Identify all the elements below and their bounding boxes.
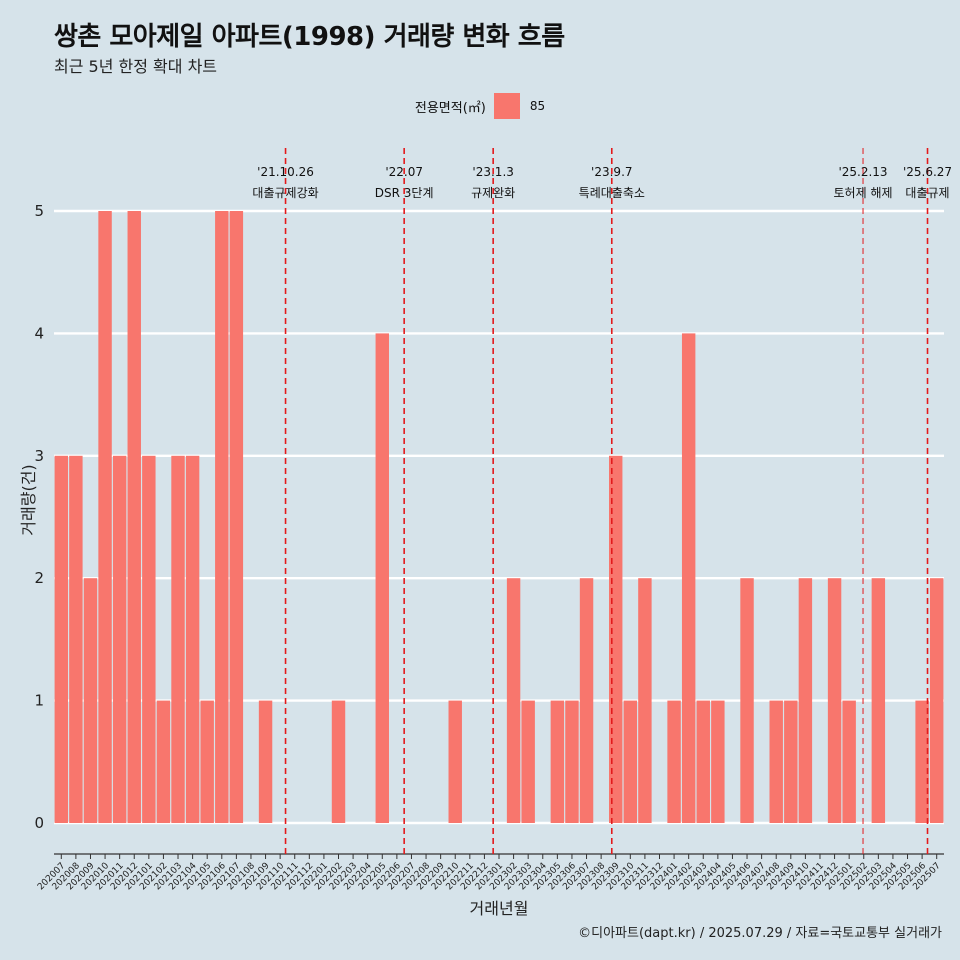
- y-tick-label: 2: [34, 569, 44, 587]
- bar: [521, 700, 535, 823]
- y-tick-label: 3: [34, 447, 44, 465]
- annotation-label: 토허제 해제: [834, 186, 893, 200]
- bar: [681, 333, 696, 823]
- bar: [696, 700, 710, 823]
- chart-title: 쌍촌 모아제일 아파트(1998) 거래량 변화 흐름: [54, 22, 565, 52]
- bar: [798, 578, 813, 823]
- bar: [550, 700, 565, 823]
- annotation-label: 특례대출축소: [579, 186, 645, 200]
- y-tick-label: 4: [34, 324, 44, 342]
- bar: [258, 700, 273, 823]
- bar: [915, 700, 929, 823]
- annotation-date: '23.9.7: [591, 165, 632, 179]
- y-tick-label: 5: [34, 202, 44, 220]
- bar: [112, 455, 127, 823]
- chart-subtitle: 최근 5년 한정 확대 차트: [54, 57, 218, 76]
- bar: [448, 700, 462, 823]
- bar: [871, 578, 886, 823]
- bar: [156, 700, 171, 823]
- annotation-date: '22.07: [385, 165, 423, 179]
- bar: [740, 578, 754, 823]
- annotation-date: '21.10.26: [257, 165, 314, 179]
- annotation-label: 규제완화: [471, 186, 515, 200]
- bar: [565, 700, 579, 823]
- y-tick-label: 1: [34, 692, 44, 710]
- bar: [142, 455, 156, 823]
- annotation-date: '25.2.13: [838, 165, 887, 179]
- legend-swatch: [493, 93, 520, 119]
- bar: [185, 455, 200, 823]
- legend: 전용면적(㎡) 85: [0, 93, 960, 119]
- bar: [127, 211, 141, 823]
- annotation-date: '23.1.3: [472, 165, 513, 179]
- legend-title: 전용면적(㎡): [414, 100, 486, 116]
- annotation-date: '25.6.27: [903, 165, 952, 179]
- bar: [667, 700, 681, 823]
- bar: [769, 700, 783, 823]
- bar: [215, 211, 229, 823]
- bar: [83, 578, 98, 823]
- bar: [200, 700, 214, 823]
- bar: [842, 700, 856, 823]
- annotation-label: DSR 3단계: [375, 186, 434, 200]
- bar: [171, 455, 185, 823]
- annotation-label: 대출규제강화: [252, 186, 318, 200]
- bar: [375, 333, 389, 823]
- bar: [229, 211, 244, 823]
- bar: [623, 700, 638, 823]
- bar: [929, 578, 944, 823]
- y-axis-title: 거래량(건): [19, 464, 38, 535]
- bar: [711, 700, 725, 823]
- bar: [54, 455, 69, 823]
- bar: [638, 578, 652, 823]
- bar: [506, 578, 521, 823]
- x-axis-title: 거래년월: [470, 899, 529, 918]
- bar: [784, 700, 798, 823]
- bar: [827, 578, 842, 823]
- source-caption: ©디아파트(dapt.kr) / 2025.07.29 / 자료=국토교통부 실…: [578, 926, 942, 941]
- legend-label: 85: [529, 99, 546, 113]
- y-tick-label: 0: [34, 814, 44, 832]
- bar: [69, 455, 83, 823]
- annotation-label: 대출규제: [905, 186, 949, 200]
- bar: [98, 211, 112, 823]
- bar: [579, 578, 594, 823]
- bar: [331, 700, 346, 823]
